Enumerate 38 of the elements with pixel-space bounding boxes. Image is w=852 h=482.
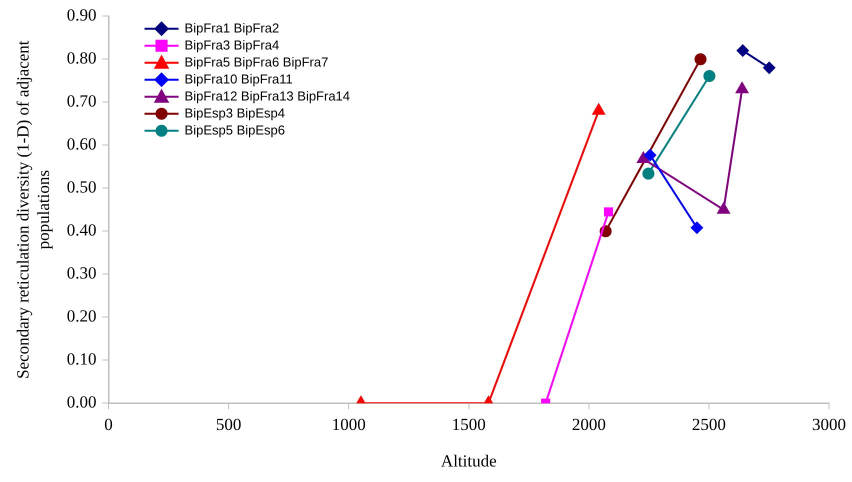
y-tick-label: 0.70 bbox=[66, 92, 97, 111]
x-tick-label: 0 bbox=[104, 414, 113, 434]
legend-label: BipFra12 BipFra13 BipFra14 bbox=[184, 88, 350, 104]
y-tick-label: 0.90 bbox=[66, 6, 97, 25]
y-tick-label: 0.50 bbox=[66, 178, 97, 197]
point bbox=[736, 44, 749, 57]
x-tick-label: 2500 bbox=[692, 414, 726, 434]
point bbox=[644, 149, 656, 162]
point bbox=[637, 152, 650, 163]
point bbox=[763, 62, 776, 74]
y-tick-label: 0.10 bbox=[66, 350, 97, 369]
legend-label: BipFra5 BipFra6 BipFra7 bbox=[184, 54, 328, 70]
x-tick-label: 1000 bbox=[332, 414, 366, 434]
y-tick-label: 0.40 bbox=[66, 220, 97, 240]
point bbox=[592, 104, 605, 115]
legend-label: BipEsp5 BipEsp6 bbox=[184, 122, 286, 138]
point bbox=[717, 202, 730, 214]
y-tick-label: 0.00 bbox=[66, 392, 97, 412]
point bbox=[690, 222, 703, 234]
x-tick-label: 2000 bbox=[572, 414, 606, 434]
y-tick-label: 0.60 bbox=[66, 134, 97, 154]
point bbox=[694, 53, 707, 66]
y-tick-label: 0.30 bbox=[66, 264, 97, 283]
point bbox=[642, 168, 654, 180]
point bbox=[604, 207, 614, 216]
x-tick-label: 500 bbox=[216, 414, 242, 434]
x-tick-label: 3000 bbox=[812, 414, 846, 434]
y-tick-label: 0.80 bbox=[66, 48, 97, 68]
x-tick-label: 1500 bbox=[452, 414, 486, 434]
legend-label: BipEsp3 BipEsp4 bbox=[184, 105, 286, 120]
y-axis-title: Secondary reticulation diversity (1-D) of adjacent populations bbox=[14, 40, 54, 379]
legend-label: BipFra3 BipFra4 bbox=[184, 37, 280, 52]
legend-label: BipFra10 BipFra11 bbox=[184, 71, 293, 86]
legend-label: BipFra1 BipFra2 bbox=[184, 20, 280, 36]
y-tick-label: 0.20 bbox=[66, 306, 97, 326]
x-axis-title: Altitude bbox=[440, 451, 497, 470]
point bbox=[736, 82, 748, 94]
point bbox=[703, 70, 716, 82]
